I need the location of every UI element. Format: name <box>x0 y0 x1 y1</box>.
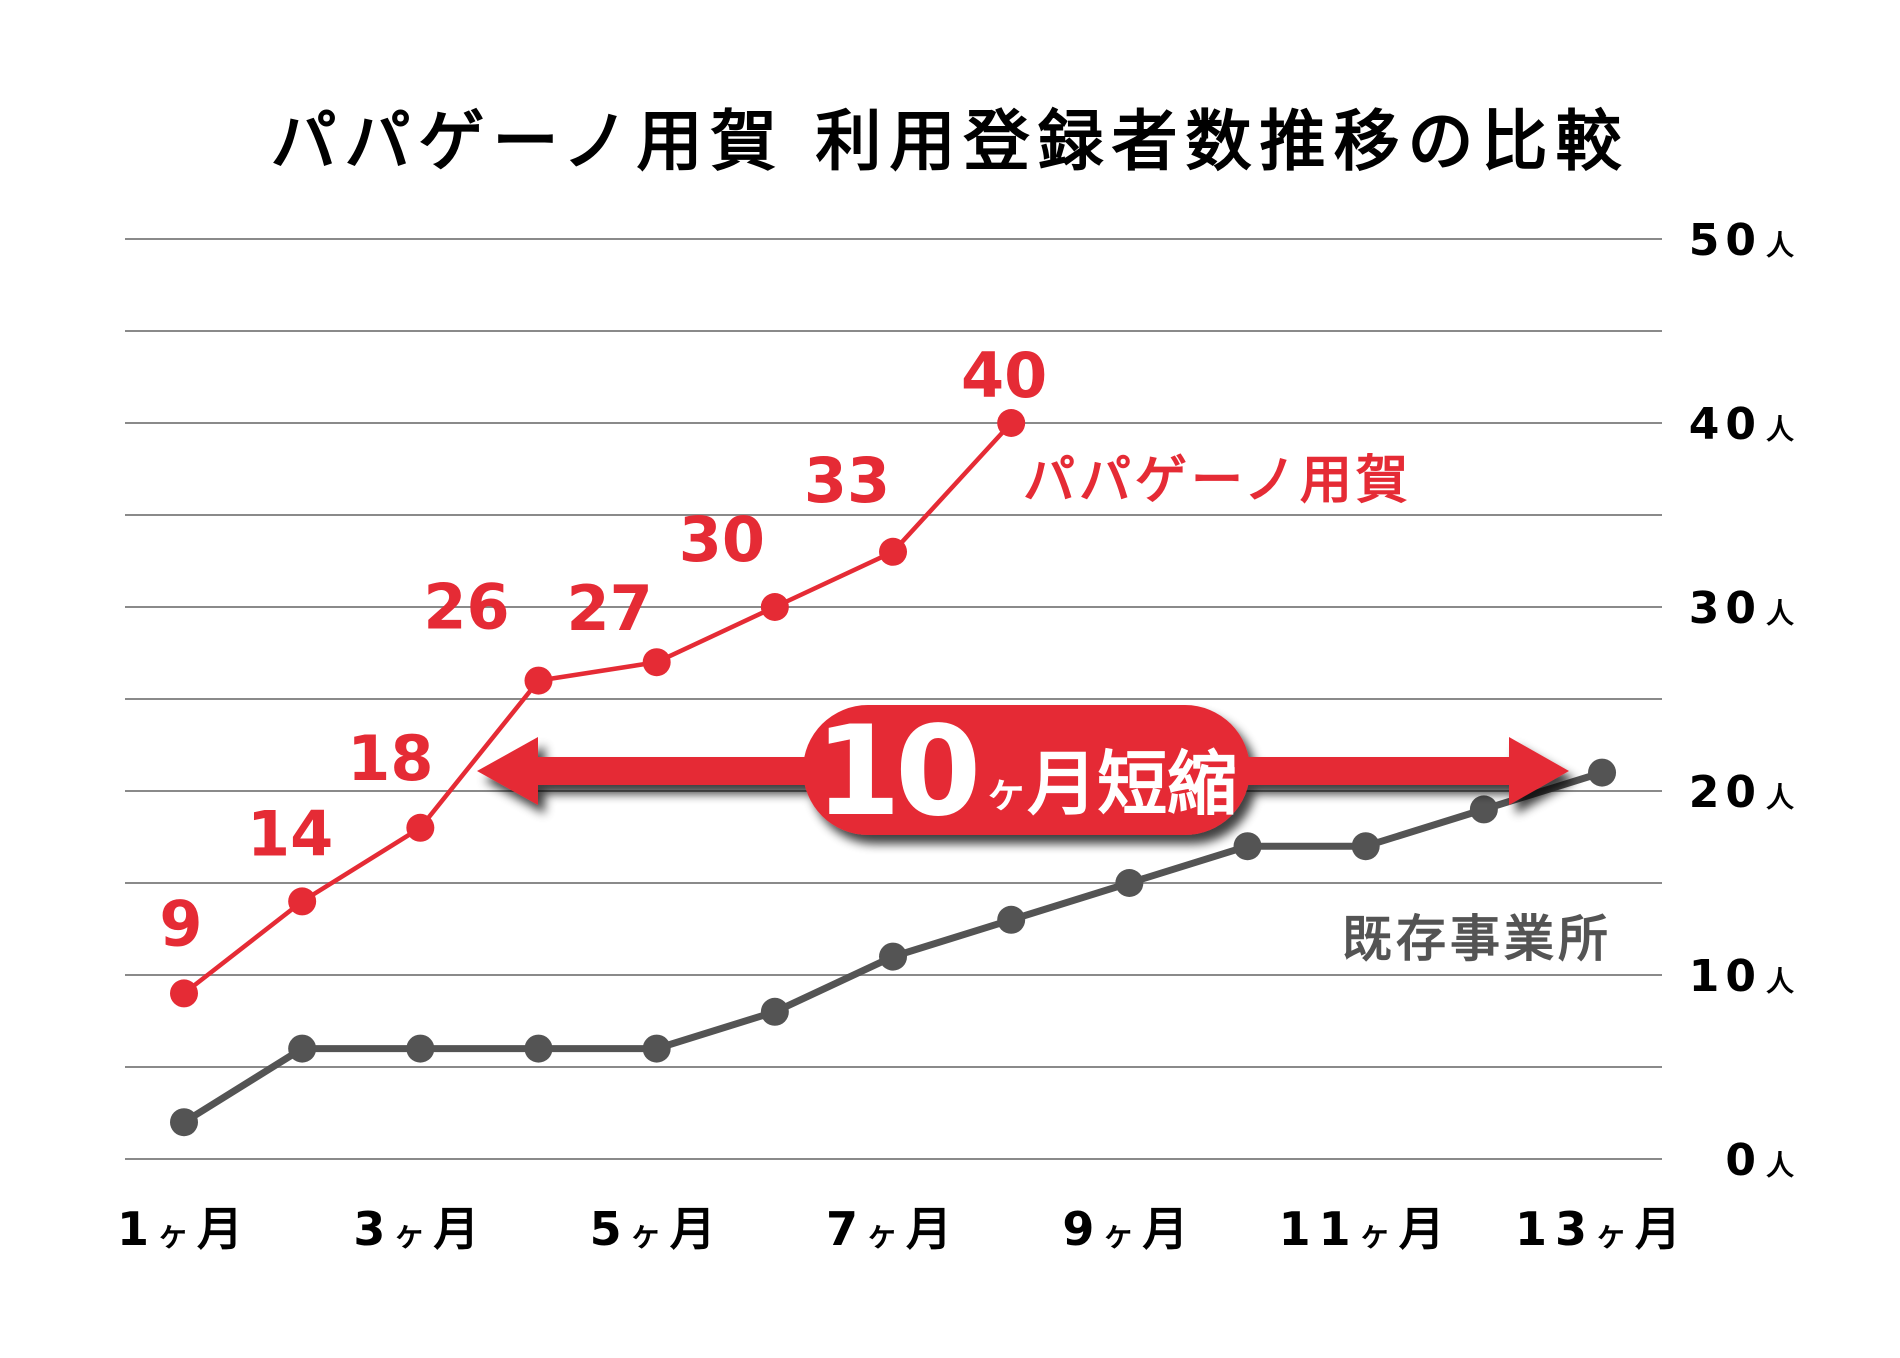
arrow-left-head-icon <box>477 737 538 805</box>
data-point <box>406 1034 435 1063</box>
badge-pill <box>803 705 1250 835</box>
data-label: 40 <box>961 339 1047 412</box>
data-label: 30 <box>679 503 765 576</box>
chart-title: パパゲーノ用賀 利用登録者数推移の比較 <box>270 103 1630 180</box>
legend-existing: 既存事業所 <box>1342 910 1612 968</box>
shortening-badge: 10 ヶ月短縮 <box>815 700 1238 844</box>
data-point <box>288 887 317 916</box>
legend-papageno: パパゲーノ用賀 <box>1023 451 1412 511</box>
gridlines <box>125 238 1662 1160</box>
data-point <box>642 648 671 677</box>
data-label: 26 <box>423 571 509 644</box>
data-point <box>1469 795 1498 824</box>
series-existing <box>170 758 1617 1137</box>
x-axis-labels: 1ヶ月 3ヶ月 5ヶ月 7ヶ月 9ヶ月 11ヶ月 13ヶ月 <box>117 1202 1689 1256</box>
x-tick-label: 5ヶ月 <box>590 1202 724 1256</box>
x-tick-label: 1ヶ月 <box>117 1202 251 1256</box>
series-line <box>182 421 1013 996</box>
data-point <box>760 593 789 621</box>
x-tick-label: 13ヶ月 <box>1515 1202 1689 1256</box>
shortening-arrow <box>477 705 1569 835</box>
data-label: 9 <box>159 887 202 960</box>
data-point <box>524 1034 553 1063</box>
data-point <box>170 1108 198 1137</box>
x-tick-label: 3ヶ月 <box>353 1202 487 1256</box>
data-point <box>879 942 908 971</box>
data-point <box>642 1034 671 1063</box>
y-axis-labels: 50 人 40 人 30 人 20 人 10 人 0 人 <box>1689 215 1800 1186</box>
y-tick-label: 10 人 <box>1689 951 1800 1002</box>
data-label: 18 <box>347 722 433 795</box>
data-label: 33 <box>804 444 890 517</box>
data-point <box>1115 869 1144 897</box>
data-point <box>879 537 908 566</box>
y-tick-label: 20 人 <box>1689 767 1800 818</box>
data-point <box>997 905 1026 934</box>
data-point <box>1233 832 1262 861</box>
data-point <box>524 666 553 695</box>
data-point <box>288 1034 317 1063</box>
x-tick-label: 7ヶ月 <box>826 1202 960 1256</box>
data-point <box>760 997 789 1026</box>
data-label: 27 <box>567 572 653 645</box>
x-tick-label: 11ヶ月 <box>1279 1202 1453 1256</box>
arrow-right-head-icon <box>1509 737 1569 805</box>
data-label: 14 <box>247 797 333 870</box>
data-point <box>170 979 198 1008</box>
y-tick-label: 40 人 <box>1689 399 1800 450</box>
data-point <box>997 409 1026 437</box>
x-tick-label: 9ヶ月 <box>1062 1202 1196 1256</box>
y-tick-label: 30 人 <box>1689 583 1800 634</box>
data-point <box>406 813 435 842</box>
badge-label: 10 ヶ月短縮 <box>815 700 1238 844</box>
y-tick-label: 50 人 <box>1689 215 1800 266</box>
data-point <box>1351 832 1380 861</box>
data-point <box>1588 758 1617 787</box>
